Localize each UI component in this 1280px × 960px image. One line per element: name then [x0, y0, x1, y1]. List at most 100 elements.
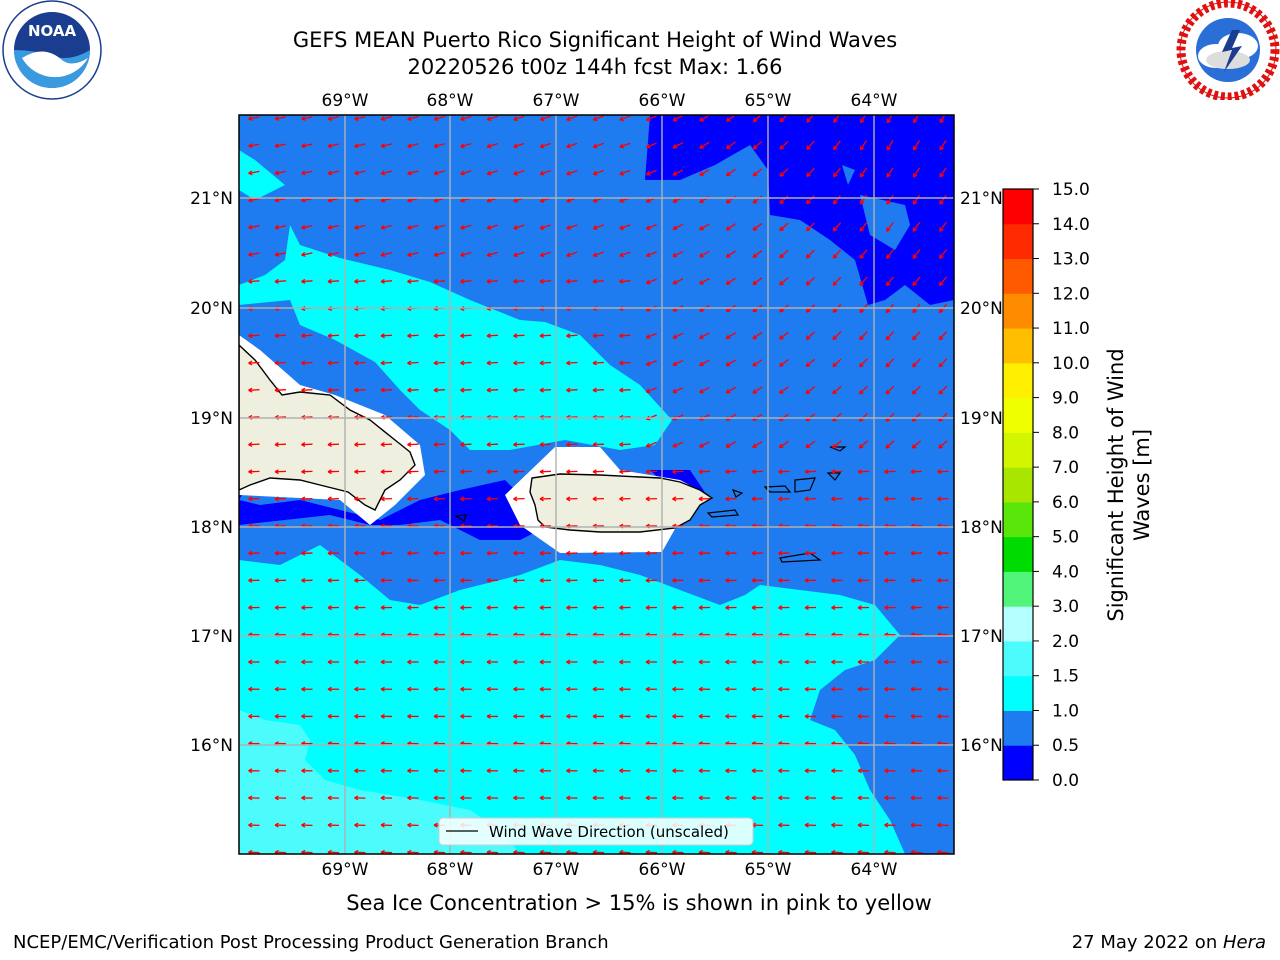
wave-direction-arrowhead: [327, 577, 332, 582]
wave-direction-arrowhead: [407, 550, 412, 554]
colorbar-tick-label: 9.0: [1052, 389, 1079, 409]
wave-direction-arrowhead: [539, 442, 544, 446]
wave-direction-arrow: [513, 334, 525, 337]
wave-direction-arrow: [832, 413, 842, 422]
wave-direction-arrowhead: [912, 335, 915, 340]
colorbar-tick-label: 5.0: [1052, 528, 1079, 548]
wave-direction-arrowhead: [725, 469, 730, 473]
wave-direction-arrowhead: [698, 741, 703, 745]
wave-direction-arrowhead: [592, 116, 597, 121]
wave-direction-arrow: [460, 334, 472, 337]
wave-direction-arrowhead: [859, 254, 862, 259]
wave-direction-arrowhead: [699, 225, 703, 230]
wave-direction-arrow: [513, 115, 525, 121]
wave-direction-arrowhead: [778, 632, 783, 636]
wave-direction-arrowhead: [433, 333, 438, 337]
colorbar-tick-label: 1.5: [1052, 667, 1079, 687]
wave-direction-arrowhead: [380, 496, 385, 500]
wave-direction-arrowhead: [486, 170, 491, 175]
wave-direction-arrow: [912, 221, 921, 232]
wave-direction-arrowhead: [619, 496, 624, 500]
colorbar-swatch: [1003, 606, 1033, 642]
wave-direction-arrowhead: [327, 414, 332, 419]
sea-ice-note: Sea Ice Concentration > 15% is shown in …: [346, 891, 932, 915]
wave-direction-arrow: [699, 441, 710, 448]
wave-direction-arrow: [726, 168, 736, 177]
wave-direction-arrowhead: [407, 252, 412, 256]
wave-direction-arrow: [779, 277, 789, 286]
wave-direction-arrowhead: [566, 387, 571, 391]
wave-direction-arrowhead: [912, 308, 915, 313]
wave-direction-arrowhead: [672, 469, 677, 473]
wave-direction-arrowhead: [592, 523, 597, 527]
wave-direction-arrowhead: [751, 713, 756, 717]
wave-direction-arrowhead: [301, 523, 306, 527]
lon-label: 69°W: [322, 91, 369, 111]
wave-direction-arrowhead: [460, 278, 465, 283]
wave-direction-arrowhead: [751, 741, 756, 745]
wave-direction-arrow: [460, 389, 472, 391]
wave-direction-arrowhead: [857, 632, 862, 636]
wave-direction-arrowhead: [858, 444, 862, 449]
wave-direction-arrowhead: [354, 741, 359, 745]
wave-direction-arrowhead: [274, 170, 279, 174]
wave-direction-arrowhead: [912, 227, 915, 232]
wave-direction-arrowhead: [857, 605, 862, 609]
noaa-logo-text: NOAA: [28, 22, 77, 40]
wave-direction-arrowhead: [380, 143, 385, 148]
wave-direction-arrow: [752, 141, 763, 150]
wave-direction-arrowhead: [804, 550, 809, 554]
wave-direction-arrow: [513, 389, 525, 391]
wave-direction-arrowhead: [380, 360, 385, 364]
wave-direction-arrowhead: [592, 387, 597, 391]
wave-direction-arrow: [859, 276, 868, 286]
wave-direction-arrowhead: [274, 442, 279, 446]
wave-direction-arrowhead: [460, 795, 465, 799]
wave-direction-arrowhead: [539, 252, 544, 257]
wave-direction-arrowhead: [910, 605, 915, 609]
wave-direction-arrowhead: [752, 389, 756, 394]
wave-direction-arrow: [726, 223, 736, 231]
wave-direction-arrowhead: [645, 442, 650, 447]
wave-direction-arrowhead: [274, 523, 279, 527]
map-gridlines: [239, 115, 954, 854]
wave-direction-arrow: [939, 276, 947, 286]
wave-direction-arrowhead: [248, 414, 253, 419]
wave-direction-arrowhead: [301, 224, 306, 229]
wave-direction-arrow: [859, 249, 868, 259]
wave-direction-arrowhead: [804, 523, 809, 527]
wave-direction-arrow: [859, 358, 868, 368]
wave-direction-arrowhead: [354, 278, 359, 283]
wave-direction-arrowhead: [248, 822, 253, 826]
wave-direction-arrowhead: [380, 224, 385, 229]
wave-direction-arrowhead: [380, 116, 385, 120]
wave-direction-arrowhead: [433, 741, 438, 745]
wave-direction-arrow: [327, 224, 340, 229]
wave-direction-arrowhead: [354, 469, 359, 473]
lat-label: 16°N: [190, 736, 233, 756]
wave-direction-arrowhead: [407, 224, 412, 229]
wave-direction-arrowhead: [539, 605, 544, 609]
wave-direction-arrowhead: [778, 686, 783, 690]
wave-direction-arrow: [779, 440, 789, 449]
wave-direction-arrowhead: [248, 659, 253, 663]
wave-direction-arrowhead: [699, 280, 703, 285]
wave-direction-arrowhead: [937, 659, 942, 663]
wave-direction-arrow: [301, 334, 313, 337]
wave-direction-arrowhead: [672, 523, 677, 527]
wave-direction-arrowhead: [672, 116, 676, 121]
wave-direction-arrowhead: [539, 795, 544, 799]
wave-direction-arrow: [832, 194, 842, 205]
wave-direction-arrowhead: [566, 632, 571, 636]
wave-direction-arrowhead: [274, 469, 279, 473]
colorbar-swatch: [1003, 293, 1033, 329]
wave-direction-arrowhead: [380, 523, 385, 527]
wave-direction-arrow: [540, 142, 551, 148]
wave-direction-arrow: [487, 224, 498, 230]
wave-direction-arrowhead: [460, 496, 465, 500]
wave-direction-arrowhead: [725, 117, 729, 122]
wave-direction-arrowhead: [407, 795, 412, 799]
wave-direction-arrowhead: [937, 713, 942, 717]
wave-direction-arrowhead: [274, 822, 279, 826]
wave-direction-arrow: [938, 440, 948, 449]
